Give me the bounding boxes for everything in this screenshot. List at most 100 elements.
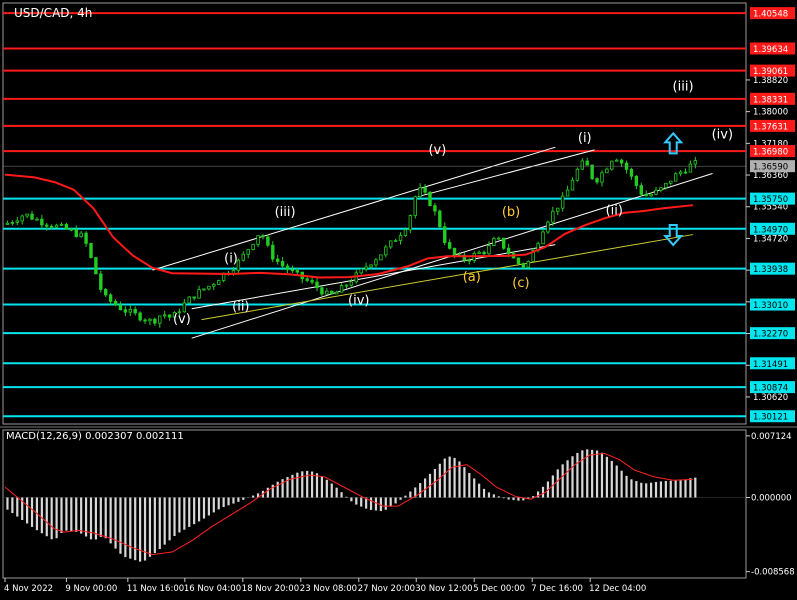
- candle-body[interactable]: [492, 238, 496, 246]
- candle-body[interactable]: [398, 235, 403, 241]
- candle-body[interactable]: [89, 243, 93, 258]
- candle-body[interactable]: [280, 261, 285, 267]
- candle-body[interactable]: [649, 193, 653, 197]
- candle-body[interactable]: [526, 260, 530, 268]
- candle-body[interactable]: [207, 285, 211, 290]
- wave-label[interactable]: (iii): [673, 79, 694, 94]
- candle-body[interactable]: [693, 160, 698, 165]
- candle-body[interactable]: [261, 235, 265, 238]
- candle-body[interactable]: [585, 160, 589, 166]
- channel-line[interactable]: [417, 149, 595, 198]
- moving-average-line[interactable]: [4, 173, 693, 279]
- candle-body[interactable]: [374, 259, 378, 266]
- candle-body[interactable]: [84, 232, 88, 244]
- arrow-up-icon[interactable]: [662, 131, 684, 155]
- candle-body[interactable]: [669, 180, 673, 184]
- trend-line[interactable]: [201, 234, 693, 321]
- wave-label[interactable]: (c): [512, 276, 529, 291]
- candle-body[interactable]: [678, 171, 683, 175]
- wave-label[interactable]: (i): [578, 131, 592, 146]
- candle-body[interactable]: [138, 312, 142, 321]
- candle-body[interactable]: [285, 265, 290, 271]
- candle-body[interactable]: [197, 289, 201, 299]
- candle-body[interactable]: [334, 291, 339, 295]
- candle-body[interactable]: [654, 189, 658, 195]
- candle-body[interactable]: [94, 257, 98, 275]
- candle-body[interactable]: [271, 244, 275, 260]
- candle-body[interactable]: [118, 304, 123, 311]
- candle-body[interactable]: [644, 193, 648, 197]
- candle-body[interactable]: [403, 229, 408, 236]
- candle-body[interactable]: [167, 314, 172, 318]
- candle-body[interactable]: [443, 226, 447, 243]
- wave-label[interactable]: (v): [428, 143, 446, 158]
- candle-body[interactable]: [551, 210, 555, 223]
- candle-body[interactable]: [25, 213, 29, 217]
- candle-body[interactable]: [148, 318, 152, 322]
- channel-line[interactable]: [152, 146, 556, 271]
- candle-body[interactable]: [49, 225, 54, 228]
- candle-body[interactable]: [580, 160, 585, 170]
- candle-body[interactable]: [310, 280, 314, 283]
- candle-body[interactable]: [408, 215, 413, 231]
- candle-body[interactable]: [54, 224, 59, 228]
- candle-body[interactable]: [384, 246, 388, 256]
- wave-label[interactable]: (iv): [348, 294, 369, 309]
- candle-body[interactable]: [5, 222, 10, 225]
- candle-body[interactable]: [659, 187, 663, 191]
- candle-body[interactable]: [315, 281, 319, 289]
- candle-body[interactable]: [305, 278, 309, 281]
- candle-body[interactable]: [158, 315, 162, 324]
- arrow-down-icon[interactable]: [662, 223, 684, 247]
- wave-label[interactable]: (i): [224, 251, 238, 266]
- candle-body[interactable]: [113, 300, 118, 306]
- candle-body[interactable]: [15, 220, 19, 223]
- candle-body[interactable]: [531, 249, 535, 262]
- candle-body[interactable]: [615, 159, 619, 162]
- candle-body[interactable]: [590, 164, 594, 179]
- candle-body[interactable]: [541, 231, 545, 245]
- candle-body[interactable]: [683, 171, 688, 174]
- candle-body[interactable]: [629, 169, 634, 177]
- candle-body[interactable]: [393, 240, 398, 242]
- candle-body[interactable]: [556, 207, 560, 212]
- candle-body[interactable]: [123, 309, 128, 313]
- candle-body[interactable]: [325, 290, 329, 295]
- candle-body[interactable]: [364, 266, 368, 270]
- candle-body[interactable]: [688, 163, 693, 173]
- candle-body[interactable]: [344, 284, 349, 287]
- candle-body[interactable]: [379, 254, 383, 261]
- candle-body[interactable]: [428, 191, 432, 207]
- candle-body[interactable]: [79, 232, 83, 238]
- candle-body[interactable]: [266, 236, 270, 246]
- candle-body[interactable]: [349, 281, 354, 286]
- candle-body[interactable]: [452, 247, 457, 256]
- candle-body[interactable]: [546, 221, 550, 233]
- candle-body[interactable]: [99, 273, 103, 290]
- candle-body[interactable]: [162, 314, 167, 317]
- candle-body[interactable]: [59, 223, 64, 226]
- candle-body[interactable]: [104, 288, 108, 296]
- candle-body[interactable]: [212, 283, 216, 287]
- candle-body[interactable]: [595, 178, 599, 183]
- wave-label[interactable]: (ii): [606, 203, 623, 218]
- candle-body[interactable]: [438, 210, 442, 228]
- wave-label[interactable]: (b): [502, 205, 520, 220]
- candle-body[interactable]: [236, 259, 241, 271]
- candle-body[interactable]: [502, 237, 506, 249]
- candle-body[interactable]: [497, 237, 501, 240]
- candle-body[interactable]: [143, 319, 147, 322]
- wave-label[interactable]: (iii): [275, 205, 296, 220]
- candle-body[interactable]: [251, 243, 255, 250]
- candle-body[interactable]: [605, 168, 609, 174]
- candle-body[interactable]: [256, 235, 260, 245]
- candle-body[interactable]: [447, 242, 452, 249]
- candle-body[interactable]: [295, 270, 300, 273]
- candle-body[interactable]: [413, 196, 417, 216]
- candle-body[interactable]: [560, 195, 565, 209]
- candle-body[interactable]: [433, 205, 437, 212]
- candle-body[interactable]: [74, 229, 78, 238]
- candle-body[interactable]: [275, 258, 280, 262]
- candle-body[interactable]: [182, 302, 187, 313]
- candle-body[interactable]: [108, 294, 113, 302]
